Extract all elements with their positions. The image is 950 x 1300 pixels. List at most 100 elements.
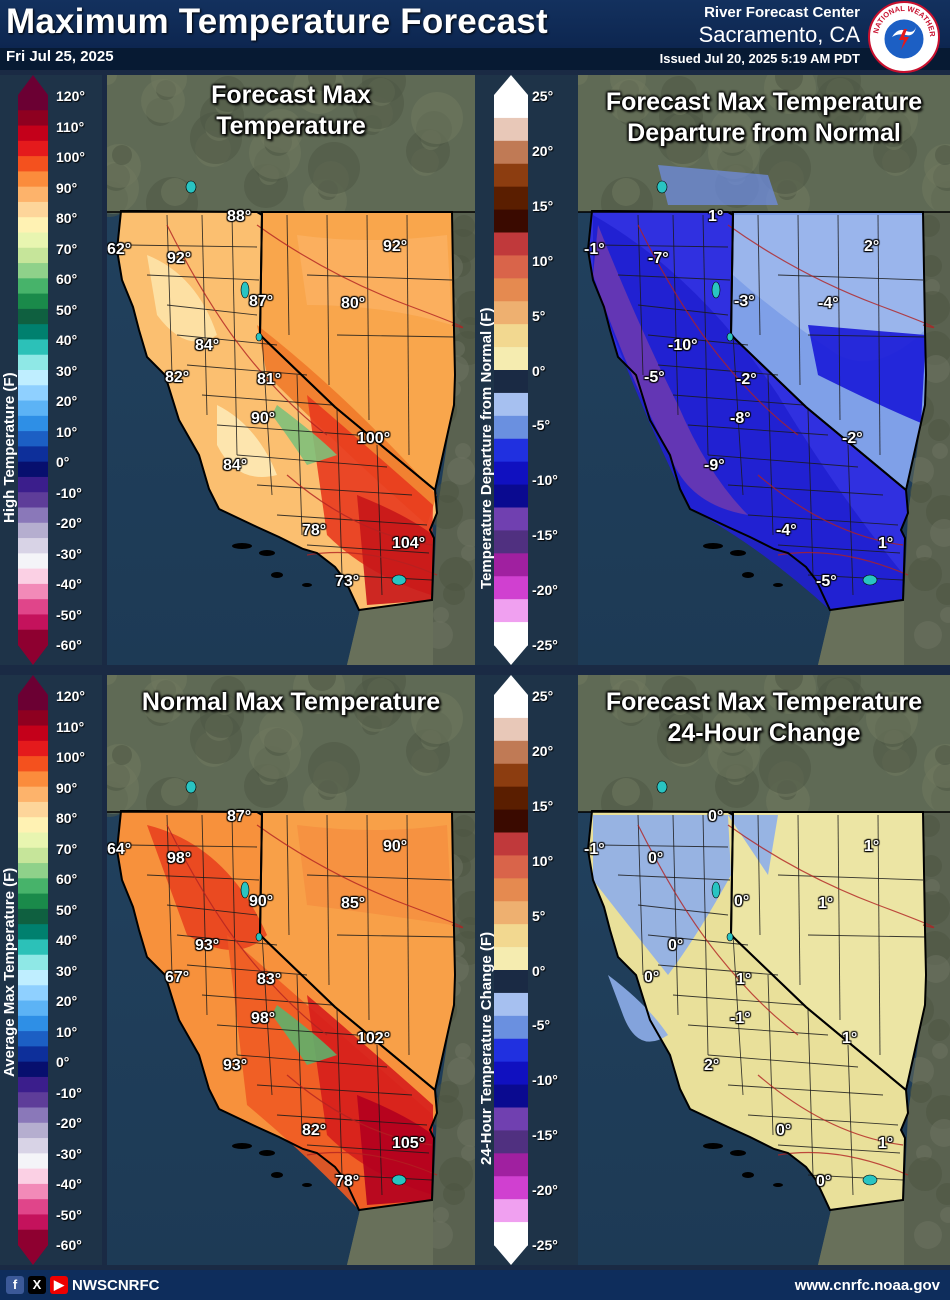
departure-panel-title-line1: Forecast Max Temperature xyxy=(605,88,923,116)
forecast-value-label: 84° xyxy=(195,337,220,354)
normal-value-label: 90° xyxy=(249,893,274,910)
change-value-label: 0° xyxy=(734,893,750,910)
departure-scale-tick: -10° xyxy=(532,472,558,489)
normal-value-label: 64° xyxy=(107,841,132,858)
temp-scale-tick: 90° xyxy=(56,779,78,796)
normal-value-label: 102° xyxy=(357,1030,391,1047)
temp-scale-tick: 100° xyxy=(56,149,85,165)
change-value-label: 2° xyxy=(704,1057,720,1074)
temp-scale-tick: 110° xyxy=(56,118,85,135)
departure-value-label: -9° xyxy=(704,457,725,474)
temp-scale-tick: 10° xyxy=(56,423,78,440)
change-value-label: 0° xyxy=(668,937,684,954)
temp-scale-tick: -60° xyxy=(56,637,82,653)
change-scale-tick: -5° xyxy=(532,1017,551,1034)
change-scale-tick: 15° xyxy=(532,797,554,814)
forecast-value-label: 90° xyxy=(251,410,276,427)
change-scale-tick: 10° xyxy=(532,852,554,869)
normal-value-label: 87° xyxy=(227,808,252,825)
office-line1: River Forecast Center xyxy=(704,4,860,21)
change-scale-tick: -10° xyxy=(532,1072,558,1089)
departure-value-label: -3° xyxy=(734,293,755,310)
temp-scale-tick: 0° xyxy=(56,454,70,470)
departure-panel-title-line2: Departure from Normal xyxy=(627,119,901,147)
forecast-value-label: 88° xyxy=(227,208,252,225)
temp-scale-tick: 120° xyxy=(56,88,85,104)
departure-value-label: -5° xyxy=(644,369,665,386)
departure-scale-tick: -25° xyxy=(532,637,558,653)
departure-scale-tick: -20° xyxy=(532,582,558,599)
departure-value-label: 1° xyxy=(878,535,894,552)
change-value-label: 1° xyxy=(864,838,880,855)
change-value-label: 0° xyxy=(816,1173,832,1190)
change-scale-tick: -15° xyxy=(532,1127,558,1144)
normal-max-panel: Normal Max Temperature 64° 98° 87° 90° 85° 90… xyxy=(107,675,475,1265)
forecast-value-label: 78° xyxy=(302,522,327,539)
office-line2: Sacramento, CA xyxy=(698,22,860,47)
departure-scale: 25° 20° 15° 10° 5° 0° -5° -10° -15° -20° -25° Temp… xyxy=(475,75,578,665)
date-bar xyxy=(0,48,950,70)
page-title: Maximum Temperature Forecast xyxy=(6,2,548,41)
change-panel-title-line2: 24-Hour Change xyxy=(667,719,861,747)
temp-scale-tick: 120° xyxy=(56,688,85,704)
normal-value-label: 98° xyxy=(251,1010,276,1027)
website-link[interactable]: www.cnrfc.noaa.gov xyxy=(794,1277,940,1294)
temp-scale-tick: 20° xyxy=(56,993,78,1009)
temp-scale-label-top: High Temperature (F) xyxy=(1,372,18,523)
change-value-label: 0° xyxy=(776,1122,792,1139)
header-bar xyxy=(0,0,950,48)
departure-value-label: -4° xyxy=(776,522,797,539)
temp-scale-tick: -20° xyxy=(56,515,82,531)
temp-scale-tick: 80° xyxy=(56,810,78,826)
temp-scale-tick: 60° xyxy=(56,871,78,887)
change-scale: 25° 20° 15° 10° 5° 0° -5° -10° -15° -20° -25° 24-H… xyxy=(475,675,578,1265)
departure-value-label: -4° xyxy=(818,295,839,312)
temp-scale-tick: 30° xyxy=(56,362,78,379)
temp-scale-tick: 40° xyxy=(56,332,78,348)
temp-scale-tick: 90° xyxy=(56,179,78,196)
temp-scale-tick: -60° xyxy=(56,1237,82,1253)
departure-scale-tick: 0° xyxy=(532,362,546,379)
temp-scale-tick: -20° xyxy=(56,1115,82,1131)
youtube-icon[interactable]: ▶ xyxy=(50,1276,68,1294)
change-value-label: 1° xyxy=(818,895,834,912)
normal-value-label: 93° xyxy=(195,937,220,954)
change-value-label: -1° xyxy=(584,841,605,858)
facebook-icon[interactable]: f xyxy=(6,1276,24,1294)
temp-scale-tick: -40° xyxy=(56,576,82,592)
x-icon[interactable]: X xyxy=(28,1276,46,1294)
temp-scale-tick: 10° xyxy=(56,1023,78,1040)
departure-panel: Forecast Max Temperature Departure from … xyxy=(578,75,950,665)
normal-panel-title: Normal Max Temperature xyxy=(141,688,441,716)
forecast-value-label: 62° xyxy=(107,241,132,258)
departure-value-label: -1° xyxy=(584,241,605,258)
forecast-max-panel: Forecast Max Temperature 62° 92° 88° 87° 80°… xyxy=(107,75,475,665)
social-handle[interactable]: NWSCNRFC xyxy=(72,1277,160,1294)
temp-scale-tick: 40° xyxy=(56,932,78,948)
temp-scale-tick: 80° xyxy=(56,210,78,226)
normal-value-label: 105° xyxy=(392,1135,426,1152)
departure-scale-label: Temperature Departure from Normal (F) xyxy=(478,307,495,589)
forecast-date: Fri Jul 25, 2025 xyxy=(6,48,114,65)
change-value-label: 0° xyxy=(644,969,660,986)
forecast-value-label: 92° xyxy=(383,238,408,255)
change-scale-tick: 5° xyxy=(532,907,546,924)
temp-scale-bottom: 120° 110° 100° 90° 80° 70° 60° 50° 40° 30° 20° 10° 0… xyxy=(0,675,102,1265)
forecast-value-label: 104° xyxy=(392,535,426,552)
change-scale-tick: 0° xyxy=(532,962,546,979)
departure-scale-tick: -5° xyxy=(532,417,551,434)
change-value-label: 1° xyxy=(842,1030,858,1047)
departure-value-label: -2° xyxy=(842,430,863,447)
temp-scale-tick: 0° xyxy=(56,1054,70,1070)
change-scale-tick: -20° xyxy=(532,1182,558,1199)
forecast-value-label: 92° xyxy=(167,250,192,267)
normal-value-label: 82° xyxy=(302,1122,327,1139)
normal-value-label: 78° xyxy=(335,1173,360,1190)
departure-scale-tick: -15° xyxy=(532,527,558,544)
departure-scale-tick: 5° xyxy=(532,307,546,324)
forecast-panel-title-line1: Forecast Max xyxy=(211,81,371,109)
change-scale-label: 24-Hour Temperature Change (F) xyxy=(478,931,495,1165)
departure-scale-tick: 20° xyxy=(532,142,554,159)
change-panel: Forecast Max Temperature 24-Hour Change … xyxy=(578,675,950,1265)
forecast-value-label: 81° xyxy=(257,371,282,388)
